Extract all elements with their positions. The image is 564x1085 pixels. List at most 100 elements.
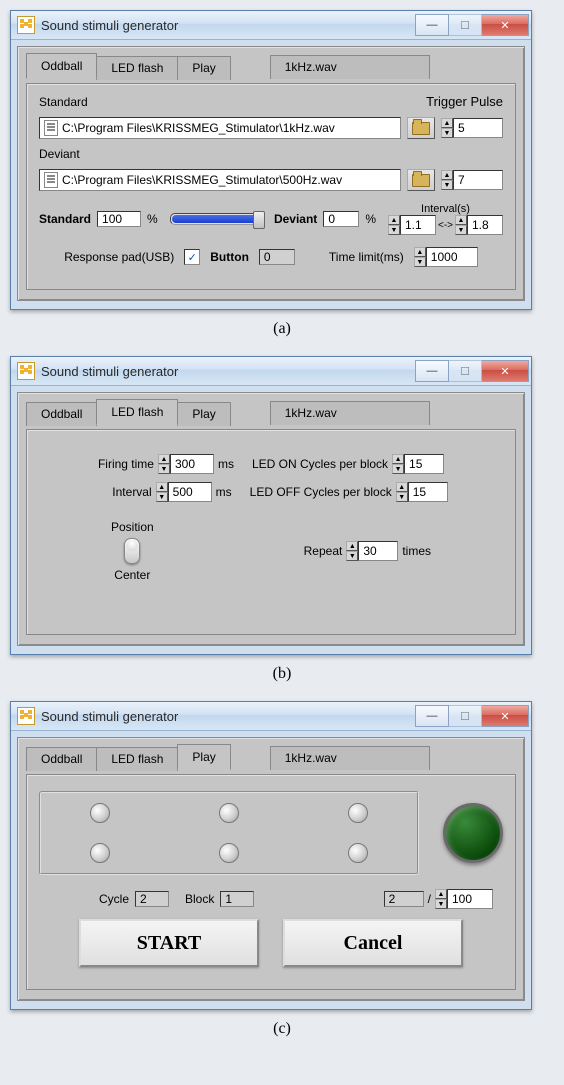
deviant-path-input[interactable]: C:\Program Files\KRISSMEG_Stimulator\500… <box>39 169 401 191</box>
maximize-button[interactable]: ☐ <box>449 14 482 36</box>
deviant-trigger-value[interactable]: 7 <box>453 170 503 190</box>
maximize-button[interactable]: ☐ <box>449 360 482 382</box>
interval-sep: <-> <box>438 220 453 231</box>
spin-down-icon[interactable]: ▼ <box>455 225 467 235</box>
repeat-spin[interactable]: ▲▼ 30 <box>346 541 398 561</box>
spin-up-icon[interactable]: ▲ <box>435 889 447 899</box>
timelimit-label: Time limit(ms) <box>329 250 404 264</box>
led-off-value[interactable]: 15 <box>408 482 448 502</box>
interval-lo-spin[interactable]: ▲▼ 1.1 <box>388 215 436 235</box>
standard-trigger-value[interactable]: 5 <box>453 118 503 138</box>
standard-browse-button[interactable] <box>407 117 435 139</box>
firing-time-value[interactable]: 300 <box>170 454 214 474</box>
block-label: Block <box>185 892 214 906</box>
tabstrip: Oddball LED flash Play 1kHz.wav <box>26 53 516 79</box>
button-label: Button <box>210 250 249 264</box>
led-on-label: LED ON Cycles per block <box>252 457 388 471</box>
spin-up-icon[interactable]: ▲ <box>396 482 408 492</box>
spin-up-icon[interactable]: ▲ <box>388 215 400 225</box>
spin-up-icon[interactable]: ▲ <box>441 170 453 180</box>
tabstrip: Oddball LED flash Play 1kHz.wav <box>26 744 516 770</box>
spin-down-icon[interactable]: ▼ <box>441 128 453 138</box>
file-icon <box>44 172 58 188</box>
tabstrip: Oddball LED flash Play 1kHz.wav <box>26 399 516 425</box>
led-on-value[interactable]: 15 <box>404 454 444 474</box>
minimize-button[interactable]: — <box>415 705 449 727</box>
spin-up-icon[interactable]: ▲ <box>156 482 168 492</box>
maximize-button[interactable]: ☐ <box>449 705 482 727</box>
close-button[interactable]: ✕ <box>482 14 529 36</box>
spin-up-icon[interactable]: ▲ <box>346 541 358 551</box>
close-button[interactable]: ✕ <box>482 705 529 727</box>
firing-time-spin[interactable]: ▲▼ 300 <box>158 454 214 474</box>
slider-thumb[interactable] <box>253 211 265 229</box>
led-on-spin[interactable]: ▲▼ 15 <box>392 454 444 474</box>
start-button[interactable]: START <box>79 919 259 967</box>
led-off-spin[interactable]: ▲▼ 15 <box>396 482 448 502</box>
timelimit-spin[interactable]: ▲▼ 1000 <box>414 247 478 267</box>
window-c: Sound stimuli generator — ☐ ✕ Oddball LE… <box>10 701 532 1010</box>
repeat-value[interactable]: 30 <box>358 541 398 561</box>
spin-down-icon[interactable]: ▼ <box>158 464 170 474</box>
tab-led-flash[interactable]: LED flash <box>96 747 178 771</box>
spin-up-icon[interactable]: ▲ <box>441 118 453 128</box>
caption-c: (c) <box>10 1020 554 1038</box>
titlebar[interactable]: Sound stimuli generator — ☐ ✕ <box>11 11 531 40</box>
cancel-button[interactable]: Cancel <box>283 919 463 967</box>
play-panel: Cycle 2 Block 1 2 / ▲▼ 100 <box>26 774 516 990</box>
tab-play[interactable]: Play <box>177 744 230 770</box>
tab-led-flash[interactable]: LED flash <box>96 399 178 425</box>
standard-path-text: C:\Program Files\KRISSMEG_Stimulator\1kH… <box>62 121 335 135</box>
tab-oddball[interactable]: Oddball <box>26 402 97 426</box>
tab-oddball[interactable]: Oddball <box>26 747 97 771</box>
response-pad-checkbox[interactable]: ✓ <box>184 249 200 265</box>
tab-led-flash[interactable]: LED flash <box>96 56 178 80</box>
app-icon <box>17 707 35 725</box>
deviant-pct-input[interactable]: 0 <box>323 211 359 227</box>
spin-up-icon[interactable]: ▲ <box>158 454 170 464</box>
window-title: Sound stimuli generator <box>41 364 415 379</box>
spin-up-icon[interactable]: ▲ <box>392 454 404 464</box>
interval-value[interactable]: 500 <box>168 482 212 502</box>
window-a: Sound stimuli generator — ☐ ✕ Oddball LE… <box>10 10 532 310</box>
progress-current: 2 <box>384 891 424 907</box>
spin-up-icon[interactable]: ▲ <box>414 247 426 257</box>
tab-play[interactable]: Play <box>177 402 230 426</box>
spin-down-icon[interactable]: ▼ <box>156 492 168 502</box>
titlebar[interactable]: Sound stimuli generator — ☐ ✕ <box>11 702 531 731</box>
led-indicator-grid <box>39 791 419 875</box>
minimize-button[interactable]: — <box>415 360 449 382</box>
spin-down-icon[interactable]: ▼ <box>414 257 426 267</box>
position-toggle[interactable] <box>124 538 140 564</box>
timelimit-value[interactable]: 1000 <box>426 247 478 267</box>
spin-down-icon[interactable]: ▼ <box>388 225 400 235</box>
spin-down-icon[interactable]: ▼ <box>346 551 358 561</box>
spin-down-icon[interactable]: ▼ <box>435 899 447 909</box>
standard-pct-input[interactable]: 100 <box>97 211 141 227</box>
tab-play[interactable]: Play <box>177 56 230 80</box>
ratio-slider[interactable] <box>170 213 262 225</box>
interval-hi-value[interactable]: 1.8 <box>467 215 503 235</box>
standard-path-input[interactable]: C:\Program Files\KRISSMEG_Stimulator\1kH… <box>39 117 401 139</box>
window-controls: — ☐ ✕ <box>415 360 529 382</box>
spin-up-icon[interactable]: ▲ <box>455 215 467 225</box>
deviant-trigger-spin[interactable]: ▲▼ 7 <box>441 170 503 190</box>
minimize-button[interactable]: — <box>415 14 449 36</box>
folder-icon <box>412 122 430 135</box>
interval-lo-value[interactable]: 1.1 <box>400 215 436 235</box>
button-value: 0 <box>259 249 295 265</box>
interval-spin[interactable]: ▲▼ 500 <box>156 482 212 502</box>
tab-oddball[interactable]: Oddball <box>26 53 97 79</box>
deviant-browse-button[interactable] <box>407 169 435 191</box>
titlebar[interactable]: Sound stimuli generator — ☐ ✕ <box>11 357 531 386</box>
interval-hi-spin[interactable]: ▲▼ 1.8 <box>455 215 503 235</box>
standard-trigger-spin[interactable]: ▲▼ 5 <box>441 118 503 138</box>
close-button[interactable]: ✕ <box>482 360 529 382</box>
times-label: times <box>402 544 431 558</box>
ms-label: ms <box>218 457 234 471</box>
spin-down-icon[interactable]: ▼ <box>396 492 408 502</box>
spin-down-icon[interactable]: ▼ <box>392 464 404 474</box>
progress-total-spin[interactable]: ▲▼ 100 <box>435 889 493 909</box>
spin-down-icon[interactable]: ▼ <box>441 180 453 190</box>
progress-total-value[interactable]: 100 <box>447 889 493 909</box>
